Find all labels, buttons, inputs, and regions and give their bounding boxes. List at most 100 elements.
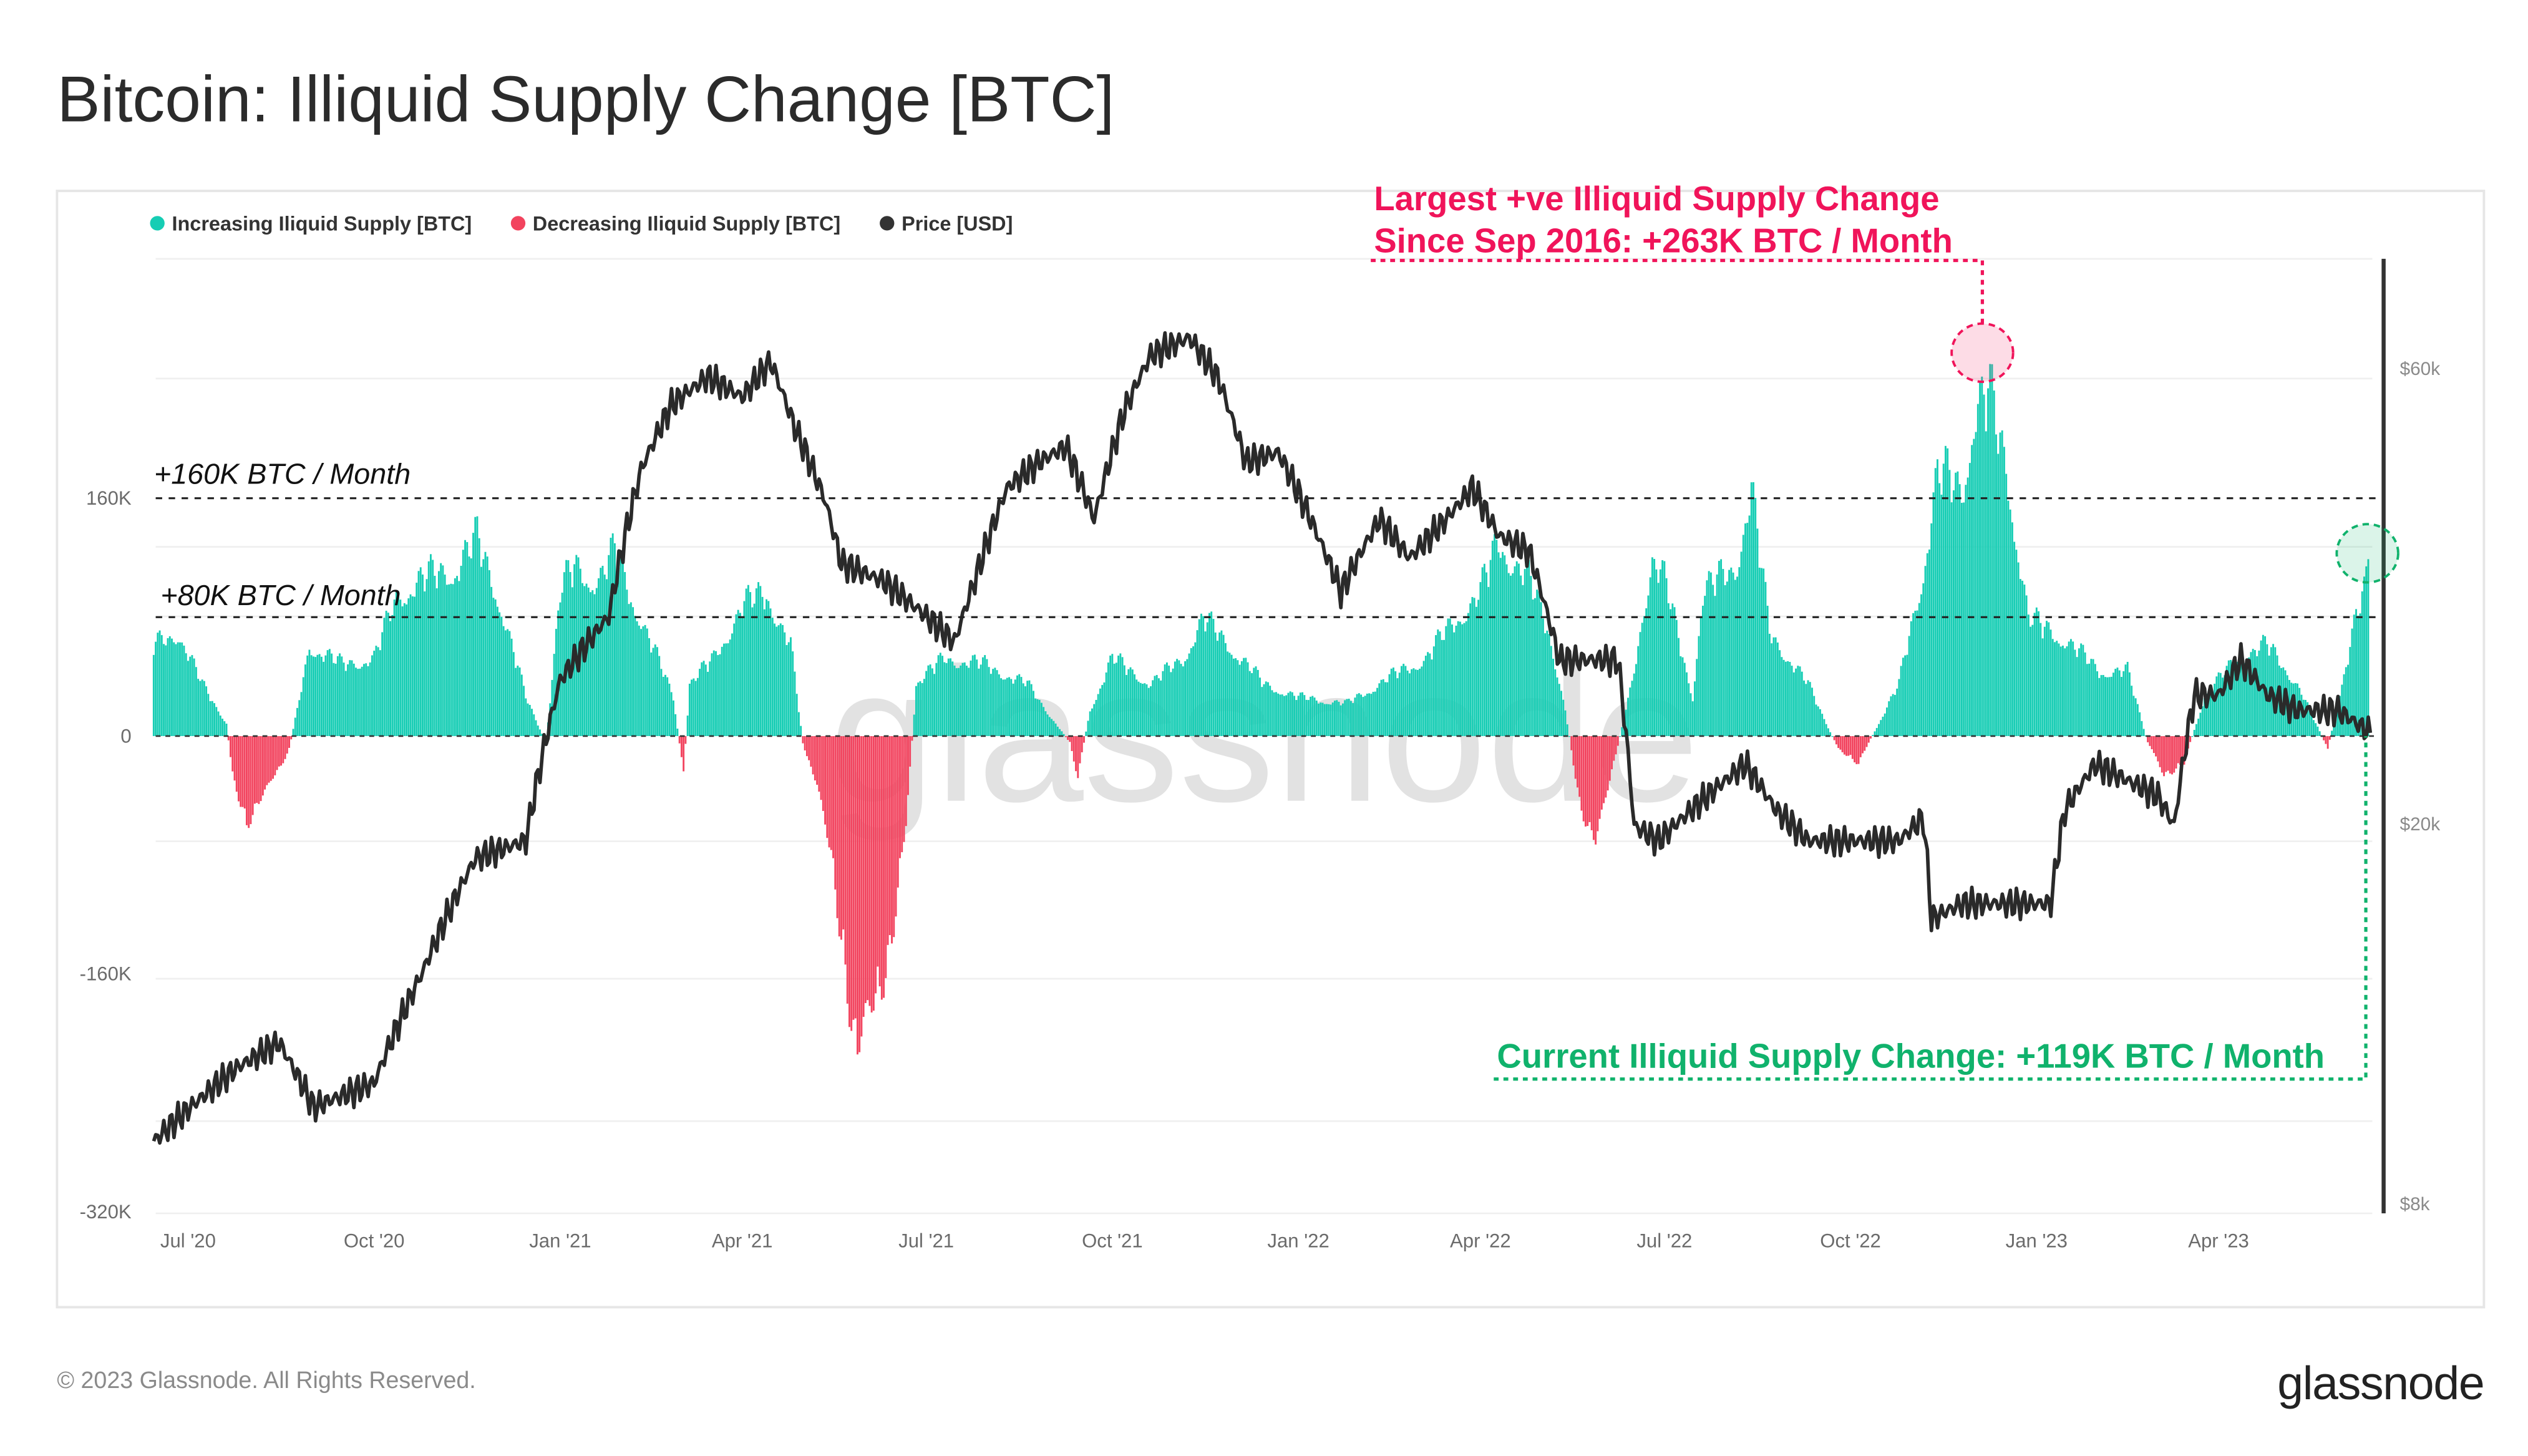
increasing-supply-bar: [185, 653, 187, 736]
increasing-supply-bar: [1525, 558, 1528, 736]
increasing-supply-bar: [640, 629, 642, 736]
increasing-supply-bar: [223, 721, 226, 736]
increasing-supply-bar: [2222, 677, 2224, 736]
increasing-supply-bar: [2132, 696, 2135, 736]
increasing-supply-bar: [2126, 662, 2129, 736]
decreasing-supply-bar: [253, 735, 256, 804]
increasing-supply-bar: [1160, 680, 1162, 736]
decreasing-supply-bar: [1578, 735, 1581, 797]
increasing-supply-bar: [557, 610, 560, 736]
decreasing-supply-bar: [875, 735, 877, 994]
increasing-supply-bar: [662, 676, 664, 736]
increasing-supply-bar: [1200, 613, 1202, 736]
increasing-supply-bar: [2102, 675, 2104, 736]
decreasing-supply-bar: [272, 735, 275, 779]
increasing-supply-bar: [1730, 567, 1733, 736]
increasing-supply-bar: [1827, 728, 1829, 736]
increasing-supply-bar: [1473, 598, 1475, 736]
x-tick-label: Oct '22: [1820, 1230, 1881, 1251]
increasing-supply-bar: [1772, 637, 1775, 736]
increasing-supply-bar: [2250, 652, 2252, 736]
increasing-supply-bar: [482, 559, 485, 736]
increasing-supply-bar: [2086, 664, 2088, 736]
legend-item-decreasing[interactable]: Decreasing Iliquid Supply [BTC]: [510, 213, 840, 235]
increasing-supply-bar: [528, 704, 531, 736]
increasing-supply-bar: [2144, 735, 2147, 737]
legend-marker-increasing: [150, 216, 165, 231]
increasing-supply-bar: [1795, 668, 1797, 736]
increasing-supply-bar: [1010, 679, 1013, 736]
decreasing-supply-bar: [818, 735, 820, 792]
increasing-supply-bar: [1815, 704, 1817, 736]
increasing-supply-bar: [2025, 595, 2028, 736]
increasing-supply-bar: [1020, 677, 1023, 736]
increasing-supply-bar: [1520, 575, 1522, 736]
increasing-supply-bar: [1109, 655, 1112, 736]
increasing-supply-bar: [1724, 585, 1726, 736]
increasing-supply-bar: [733, 623, 736, 736]
legend-item-price[interactable]: Price [USD]: [880, 213, 1013, 235]
increasing-supply-bar: [1469, 603, 1472, 736]
increasing-supply-bar: [520, 674, 523, 736]
x-tick-label: Jan '23: [2006, 1230, 2068, 1251]
increasing-supply-bar: [587, 587, 590, 736]
increasing-supply-bar: [2343, 674, 2345, 736]
increasing-supply-bar: [1346, 699, 1348, 736]
increasing-supply-bar: [1360, 694, 1363, 736]
increasing-supply-bar: [490, 586, 493, 736]
increasing-supply-bar: [435, 588, 438, 736]
increasing-supply-bar: [1424, 656, 1427, 736]
increasing-supply-bar: [152, 654, 155, 736]
increasing-supply-bar: [2043, 626, 2046, 736]
increasing-supply-bar: [1934, 468, 1937, 736]
increasing-supply-bar: [921, 682, 923, 736]
increasing-supply-bar: [929, 664, 931, 736]
increasing-supply-bar: [1556, 677, 1558, 736]
decreasing-supply-bar: [1849, 735, 1852, 755]
increasing-supply-bar: [1792, 672, 1795, 736]
increasing-supply-bar: [1495, 540, 1498, 736]
decreasing-supply-bar: [846, 735, 848, 1004]
legend-item-increasing[interactable]: Increasing Iliquid Supply [BTC]: [150, 213, 472, 235]
increasing-supply-bar: [2357, 616, 2360, 736]
increasing-supply-bar: [1247, 662, 1249, 736]
decreasing-supply-bar: [868, 735, 871, 1006]
increasing-supply-bar: [1414, 669, 1417, 736]
increasing-supply-bar: [660, 669, 663, 736]
increasing-supply-bar: [484, 551, 487, 736]
decreasing-supply-bar: [2152, 735, 2155, 754]
increasing-supply-bar: [1807, 680, 1809, 736]
increasing-supply-bar: [1000, 678, 1003, 736]
increasing-supply-bar: [1059, 729, 1061, 736]
decreasing-supply-bar: [816, 735, 819, 785]
decreasing-supply-bar: [1611, 735, 1613, 770]
right-axis-ticks: $60k $20k $8k: [2400, 359, 2441, 1215]
decreasing-supply-bar: [852, 735, 855, 1020]
increasing-supply-bar: [1489, 560, 1492, 736]
increasing-supply-bar: [1014, 679, 1016, 736]
increasing-supply-bar: [1538, 591, 1540, 736]
increasing-supply-bar: [160, 635, 163, 736]
increasing-supply-bar: [719, 654, 721, 736]
increasing-supply-bar: [1957, 471, 1959, 736]
increasing-supply-bar: [2118, 670, 2121, 736]
increasing-supply-bar: [1696, 659, 1698, 736]
increasing-supply-bar: [2361, 591, 2363, 736]
increasing-supply-bar: [1154, 676, 1156, 736]
legend-label-decreasing: Decreasing Iliquid Supply [BTC]: [533, 213, 840, 235]
increasing-supply-bar: [1683, 662, 1686, 736]
increasing-supply-bar: [1542, 618, 1544, 736]
increasing-supply-bar: [1240, 661, 1243, 736]
increasing-supply-bar: [774, 623, 775, 736]
increasing-supply-bar: [2031, 624, 2034, 736]
increasing-supply-bar: [167, 638, 169, 736]
increasing-supply-bar: [1435, 635, 1437, 736]
increasing-supply-bar: [1930, 523, 1933, 736]
decreasing-supply-bar: [888, 735, 891, 935]
ref-label-80k: +80K BTC / Month: [160, 579, 401, 611]
increasing-supply-bar: [213, 703, 216, 736]
increasing-supply-bar: [1265, 681, 1267, 736]
glassnode-logo[interactable]: glassnode: [2277, 1357, 2484, 1409]
decreasing-supply-bar: [258, 735, 260, 804]
increasing-supply-bar: [1222, 634, 1225, 736]
